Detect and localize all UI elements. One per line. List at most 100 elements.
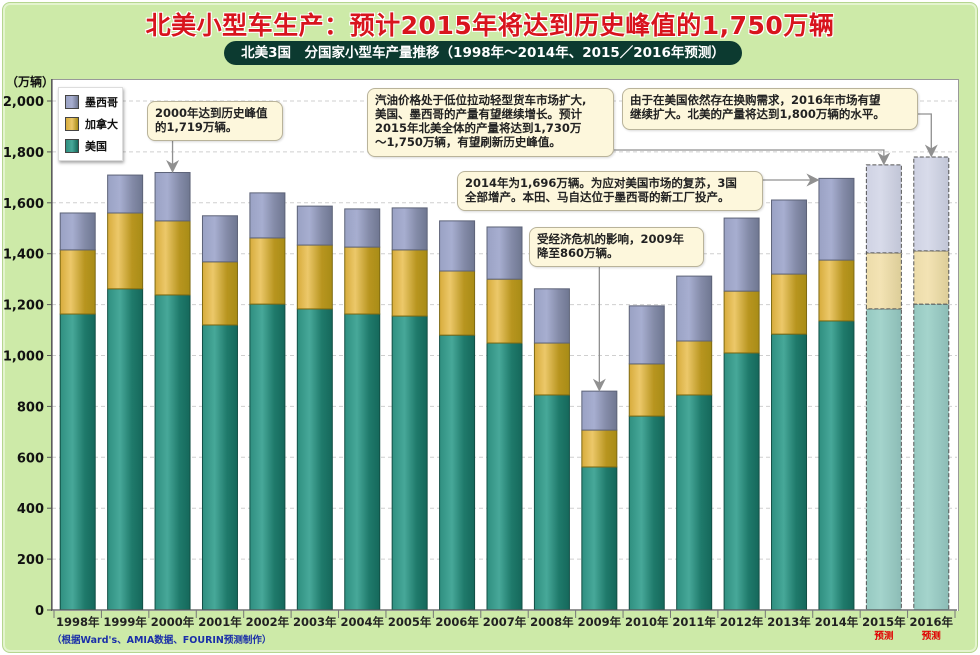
callout-arrows — [166, 113, 938, 392]
callout-line: 受经济危机的影响，2009年 — [537, 232, 685, 246]
bar-segment-canada — [913, 250, 950, 305]
y-tick-label: 1,000 — [3, 350, 44, 365]
bar-segment-canada — [296, 244, 333, 310]
bar-segment-canada — [249, 237, 286, 305]
bar-segment-canada — [344, 246, 381, 315]
bar-segment-us — [818, 320, 855, 611]
bar-segment-canada — [107, 212, 144, 290]
bar-segment-mexico — [201, 215, 238, 263]
bar-segment-mexico — [913, 156, 950, 252]
x-tick-label: 2016年 — [910, 615, 954, 629]
legend-label-mexico: 墨西哥 — [85, 96, 118, 109]
bar-segment-mexico — [486, 226, 523, 280]
bar-segment-us — [533, 394, 570, 611]
callout-line: 2014年为1,696万辆。为应对美国市场的复苏，3国 — [465, 176, 737, 190]
y-axis-unit-label: （万辆） — [6, 75, 55, 89]
y-tick-label: 600 — [17, 451, 44, 466]
bar-segment-us — [201, 324, 238, 611]
arrow-2015 — [614, 149, 891, 166]
bar-segment-mexico — [154, 172, 191, 222]
x-tick-label: 2005年 — [388, 615, 432, 629]
forecast-label: 预测 — [874, 630, 894, 642]
bar-segment-us — [344, 313, 381, 611]
axes: 0 200 400 600 800 1,000 1,200 1,400 1,600 1,800 2,… — [3, 79, 957, 642]
bar-segment-mexico — [439, 220, 476, 272]
bar-segment-mexico — [818, 177, 855, 261]
legend: 墨西哥 加拿大 美国 — [58, 87, 123, 161]
chart-subtitle: 北美3国 分国家小型车产量推移（1998年～2014年、2015／2016年预测… — [224, 41, 742, 65]
x-tick-label: 2012年 — [720, 615, 764, 629]
callout-line: 由于在美国依然存在换购需求，2016年市场有望 — [630, 93, 881, 107]
bar-segment-mexico — [296, 205, 333, 246]
bar-segment-us — [628, 415, 665, 611]
callout-line: 汽油价格处于低位拉动轻型货车市场扩大, — [375, 93, 587, 107]
x-tick-label: 2014年 — [815, 615, 859, 629]
bar-segment-canada — [818, 259, 855, 322]
source-note: （根据Ward's、AMIA数据、FOURIN预测制作） — [52, 635, 272, 646]
callout-line: 继续扩大。北美的产量将达到1,800万辆的水平。 — [630, 107, 885, 121]
y-tick-label: 1,200 — [3, 299, 44, 314]
callout-line: ～1,750万辆，有望刷新历史峰值。 — [375, 135, 561, 149]
x-tick-label: 2013年 — [767, 615, 811, 629]
legend-item-mexico: 墨西哥 — [65, 94, 118, 110]
bar-segment-us — [154, 294, 191, 611]
forecast-label: 预测 — [922, 630, 942, 642]
bar-segment-mexico — [771, 199, 808, 275]
callout-line: 美国、墨西哥的产量有望继续增长。预计 — [375, 107, 582, 121]
bar-segment-mexico — [581, 390, 618, 431]
x-tick-label: 2004年 — [340, 615, 384, 629]
y-tick-label: 1,400 — [3, 248, 44, 263]
x-tick-label: 2015年 — [862, 615, 906, 629]
bar-segment-canada — [581, 429, 618, 468]
callout-line: 降至860万辆。 — [537, 246, 619, 260]
legend-swatch-mexico — [65, 95, 79, 109]
bar-segment-us — [913, 303, 950, 611]
legend-label-canada: 加拿大 — [85, 118, 118, 131]
bar-segment-us — [865, 308, 902, 611]
legend-item-canada: 加拿大 — [65, 116, 118, 132]
callout-2015-forecast: 汽油价格处于低位拉动轻型货车市场扩大, 美国、墨西哥的产量有望继续增长。预计 2… — [367, 88, 614, 157]
x-tick-label: 1998年 — [56, 615, 100, 629]
bar-segment-canada — [486, 278, 523, 344]
bars — [59, 156, 950, 611]
bar-segment-us — [296, 308, 333, 611]
y-tick-label: 2,000 — [3, 95, 44, 110]
y-tick-label: 800 — [17, 400, 44, 415]
callout-line: 全部增产。本田、马自达位于墨西哥的新工厂投产。 — [465, 190, 730, 204]
legend-swatch-us — [65, 139, 79, 153]
callout-2016-forecast: 由于在美国依然存在换购需求，2016年市场有望 继续扩大。北美的产量将达到1,8… — [622, 88, 918, 130]
y-tick-label: 1,600 — [3, 197, 44, 212]
x-tick-label: 2007年 — [483, 615, 527, 629]
callout-2009-crisis: 受经济危机的影响，2009年 降至860万辆。 — [529, 227, 704, 267]
bar-segment-mexico — [865, 164, 902, 254]
legend-label-us: 美国 — [85, 140, 107, 153]
x-tick-label: 2008年 — [530, 615, 574, 629]
bar-segment-canada — [771, 273, 808, 335]
bar-segment-mexico — [344, 208, 381, 248]
y-tick-label: 0 — [35, 604, 44, 619]
bar-segment-mexico — [533, 288, 570, 344]
y-tick-label: 1,800 — [3, 146, 44, 161]
bar-segment-canada — [676, 340, 713, 396]
bar-segment-canada — [628, 363, 665, 417]
bar-segment-mexico — [107, 174, 144, 214]
x-tick-label: 1999年 — [103, 615, 147, 629]
bar-segment-us — [249, 303, 286, 611]
bar-segment-us — [676, 394, 713, 611]
legend-item-us: 美国 — [65, 138, 107, 154]
bar-segment-mexico — [59, 212, 96, 251]
x-tick-label: 2010年 — [625, 615, 669, 629]
bar-segment-us — [391, 315, 428, 611]
chart-title: 北美小型车生产：预计2015年将达到历史峰值的1,750万辆 — [145, 11, 835, 40]
bar-segment-us — [107, 288, 144, 611]
arrow-2016 — [918, 113, 938, 158]
bar-segment-canada — [391, 249, 428, 317]
bar-segment-mexico — [249, 192, 286, 239]
bar-segment-us — [486, 342, 523, 611]
bar-segment-canada — [533, 342, 570, 396]
bar-segment-mexico — [723, 217, 760, 292]
y-tick-label: 400 — [17, 502, 44, 517]
x-tick-label: 2006年 — [435, 615, 479, 629]
bar-segment-canada — [59, 249, 96, 315]
